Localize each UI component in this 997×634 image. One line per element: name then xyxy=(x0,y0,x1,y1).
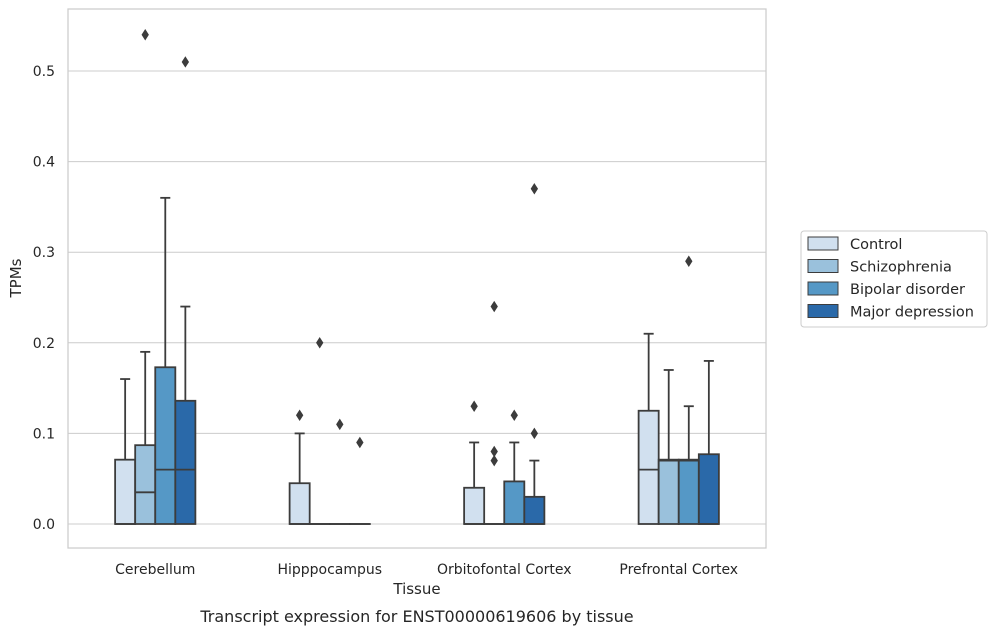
box-body xyxy=(677,458,700,525)
box-schizophrenia-hipppocampus xyxy=(308,337,331,525)
legend-swatch xyxy=(807,259,839,273)
y-axis-title: TPMs xyxy=(7,258,25,298)
box-body xyxy=(134,444,157,525)
box-bipolar-disorder-hipppocampus xyxy=(328,418,351,525)
legend-swatch xyxy=(807,236,839,251)
x-axis-title: Tissue xyxy=(392,580,440,598)
chart-caption: Transcript expression for ENST0000061960… xyxy=(199,607,633,626)
outlier-point xyxy=(356,436,364,449)
outlier-point xyxy=(510,409,518,422)
y-tick-label: 0.0 xyxy=(33,517,55,533)
box-body xyxy=(503,480,526,525)
legend-frame xyxy=(800,230,988,328)
legend-label: Major depression xyxy=(850,305,974,321)
box-schizophrenia-prefrontal-cortex xyxy=(657,369,680,525)
legend-item-major-depression: Major depression xyxy=(807,304,974,321)
outlier-point xyxy=(490,300,498,313)
box-bipolar-disorder-orbitofontal-cortex xyxy=(503,409,526,525)
legend-swatch xyxy=(807,281,839,296)
outlier-point xyxy=(490,454,498,467)
box-major-depression-prefrontal-cortex xyxy=(697,360,720,525)
box-body xyxy=(114,458,137,525)
box-bipolar-disorder-prefrontal-cortex xyxy=(677,255,700,525)
box-control-prefrontal-cortex xyxy=(637,332,660,525)
outlier-point xyxy=(181,56,190,68)
outlier-point xyxy=(336,418,344,431)
legend-item-schizophrenia: Schizophrenia xyxy=(807,259,952,276)
x-tick-label: Hipppocampus xyxy=(277,562,382,578)
y-tick-label: 0.2 xyxy=(33,336,55,352)
box-control-hipppocampus xyxy=(288,409,311,525)
x-tick-labels: Cerebellum Hipppocampus Orbitofontal Corte… xyxy=(115,562,738,578)
outlier-point xyxy=(530,427,539,440)
outlier-point xyxy=(316,337,324,349)
x-tick-label: Orbitofontal Cortex xyxy=(437,562,572,578)
legend-label: Schizophrenia xyxy=(850,260,952,276)
box-body xyxy=(174,399,197,525)
y-tick-label: 0.1 xyxy=(33,426,55,442)
box-body xyxy=(463,486,486,525)
y-tick-label: 0.5 xyxy=(33,64,55,80)
y-tick-label: 0.3 xyxy=(33,245,55,261)
box-body xyxy=(523,495,546,525)
outlier-point xyxy=(470,400,478,412)
x-tick-label: Cerebellum xyxy=(115,562,195,578)
box-body xyxy=(697,453,720,525)
box-body xyxy=(154,366,177,525)
box-major-depression-orbitofontal-cortex xyxy=(523,183,546,525)
box-schizophrenia-orbitofontal-cortex xyxy=(483,300,506,525)
outlier-point xyxy=(530,183,539,195)
box-body xyxy=(637,409,660,525)
box-control-cerebellum xyxy=(114,378,137,525)
box-major-depression-hipppocampus xyxy=(348,436,371,525)
box-schizophrenia-cerebellum xyxy=(134,29,157,525)
legend-swatch xyxy=(807,304,839,318)
outlier-point xyxy=(295,409,304,422)
outlier-point xyxy=(685,255,693,268)
box-body xyxy=(288,482,311,525)
box-bipolar-disorder-cerebellum xyxy=(154,196,177,525)
x-tick-label: Prefrontal Cortex xyxy=(619,562,738,578)
legend-item-control: Control xyxy=(807,236,902,253)
plot-area-frame xyxy=(67,8,767,549)
outlier-point xyxy=(141,29,149,41)
box-series xyxy=(114,29,720,525)
legend-label: Bipolar disorder xyxy=(850,282,965,298)
y-tick-label: 0.4 xyxy=(33,155,55,171)
box-control-orbitofontal-cortex xyxy=(463,400,486,525)
legend: Control Schizophrenia Bipolar disorder Majo… xyxy=(800,230,988,328)
box-major-depression-cerebellum xyxy=(174,56,197,525)
legend-item-bipolar-disorder: Bipolar disorder xyxy=(807,281,965,298)
box-body xyxy=(657,458,680,525)
legend-label: Control xyxy=(850,237,902,253)
y-tick-labels: 0.0 0.1 0.2 0.3 0.4 0.5 xyxy=(33,64,55,533)
